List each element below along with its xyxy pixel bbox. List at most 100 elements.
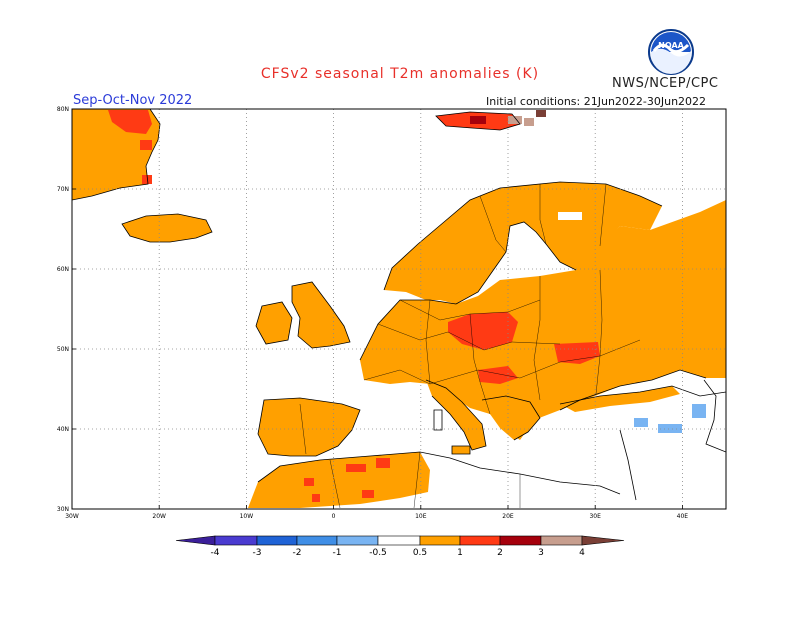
north-africa-warm-cell [362, 490, 374, 498]
country-border [413, 451, 421, 509]
legend-tick-label: -1 [333, 548, 342, 558]
svalbard-coastline [435, 111, 521, 131]
noaa-logo-text: NOAA [658, 41, 684, 50]
longitude-label: 30W [65, 513, 79, 520]
country-border [533, 276, 541, 401]
country-border [425, 299, 431, 385]
latitude-label: 50N [57, 346, 69, 353]
svalbard-hot-cell [508, 116, 522, 124]
anomaly-fill-layer [72, 109, 726, 508]
legend-color-segment [499, 535, 542, 546]
ireland-anomaly [256, 302, 292, 344]
neutral-gap [706, 378, 726, 388]
country-border [377, 323, 561, 351]
greenland-warm-patch [108, 110, 152, 134]
legend-color-segment [256, 535, 298, 546]
legend-color-segment [459, 535, 501, 546]
britain-coastline [291, 281, 351, 349]
svalbard-extreme-cell [536, 110, 546, 117]
legend-color-segment [377, 535, 421, 546]
scandinavia-anomaly [384, 182, 662, 304]
legend-tick-label: 4 [579, 548, 585, 558]
legend-tick-label: -3 [253, 548, 262, 558]
legend-lower-arrow [175, 535, 216, 546]
country-border [469, 313, 491, 415]
noaa-logo-icon: NOAA [648, 29, 694, 75]
agency-label: NWS/NCEP/CPC [612, 76, 719, 91]
legend-color-segment [419, 535, 461, 546]
legend-color-segment [214, 535, 258, 546]
iberia-coastline [257, 397, 361, 457]
mediterranean-islands-coastline [433, 409, 471, 455]
svalbard-very-warm-cell [470, 116, 486, 124]
country-border [599, 183, 607, 247]
caspian-coastline [703, 379, 726, 453]
greenland-warm-cell [142, 175, 152, 184]
north-africa-warm-cell [346, 464, 366, 472]
season-label: Sep-Oct-Nov 2022 [73, 93, 193, 108]
north-africa-warm-cell [376, 458, 390, 468]
longitude-label: 30E [589, 513, 601, 520]
north-africa-warm-cell [312, 494, 320, 502]
latitude-label: 70N [57, 186, 69, 193]
longitude-label: 20E [502, 513, 514, 520]
map-title: CFSv2 seasonal T2m anomalies (K) [260, 66, 540, 82]
sicily-anomaly [452, 446, 470, 454]
iceland-coastline [121, 213, 213, 243]
legend-tick-label: 3 [538, 548, 544, 558]
country-border [595, 269, 603, 395]
black-sea-coastline [559, 369, 707, 411]
latitude-label: 60N [57, 266, 69, 273]
legend-tick-label: 1 [457, 548, 463, 558]
scandinavia-coastline [383, 181, 663, 291]
neutral-gap [558, 212, 582, 220]
italy-anomaly [426, 380, 486, 450]
greenland-warm-cell [140, 140, 152, 150]
longitude-label: 10W [240, 513, 254, 520]
britain-anomaly [292, 282, 350, 348]
legend-color-segment [540, 535, 583, 546]
legend-tick-label: 0.5 [413, 548, 427, 558]
ukraine-warm-patch [554, 342, 600, 364]
latitude-label: 30N [57, 506, 69, 513]
middle-east-coastline [559, 385, 726, 405]
initial-conditions-label: Initial conditions: 21Jun2022-30Jun2022 [486, 95, 707, 108]
coastline-layer [72, 109, 726, 501]
legend-tick-label: 2 [497, 548, 503, 558]
longitude-label: 10E [415, 513, 427, 520]
ireland-coastline [255, 301, 293, 345]
north-africa-anomaly [248, 452, 430, 508]
levant-coastline [619, 429, 637, 501]
country-border [299, 403, 307, 455]
latitude-label: 40N [57, 426, 69, 433]
legend-colorbar: -4 -3 -2 -1 -0.5 0.5 1 2 3 4 [175, 535, 625, 558]
latitude-label: 80N [57, 106, 69, 113]
hungary-warm-patch [478, 366, 518, 384]
country-border [479, 195, 507, 253]
balkans-coastline [481, 395, 541, 441]
country-border [363, 339, 641, 385]
caucasus-cool-cell [634, 418, 648, 427]
legend-color-segment [336, 535, 379, 546]
north-africa-warm-cell [304, 478, 314, 486]
legend-tick-label: -4 [211, 548, 220, 558]
country-border [539, 184, 547, 245]
legend-tick-label: -2 [293, 548, 302, 558]
legend-tick-label: -0.5 [369, 548, 387, 558]
legend-color-segment [296, 535, 338, 546]
svalbard-hot-cell [524, 118, 534, 126]
graticule [71, 108, 726, 510]
longitude-label: 0 [332, 513, 336, 520]
baltic-coastline [455, 221, 577, 305]
iceland-anomaly [122, 214, 212, 242]
legend-upper-arrow [581, 535, 625, 546]
longitude-label: 20W [152, 513, 166, 520]
caucasus-cool-cell [658, 424, 682, 433]
turkey-anomaly [560, 386, 680, 412]
caucasus-cool-cell [692, 404, 706, 418]
europe-anomaly [360, 200, 726, 440]
iberia-anomaly [258, 398, 360, 456]
border-layer [299, 183, 641, 509]
